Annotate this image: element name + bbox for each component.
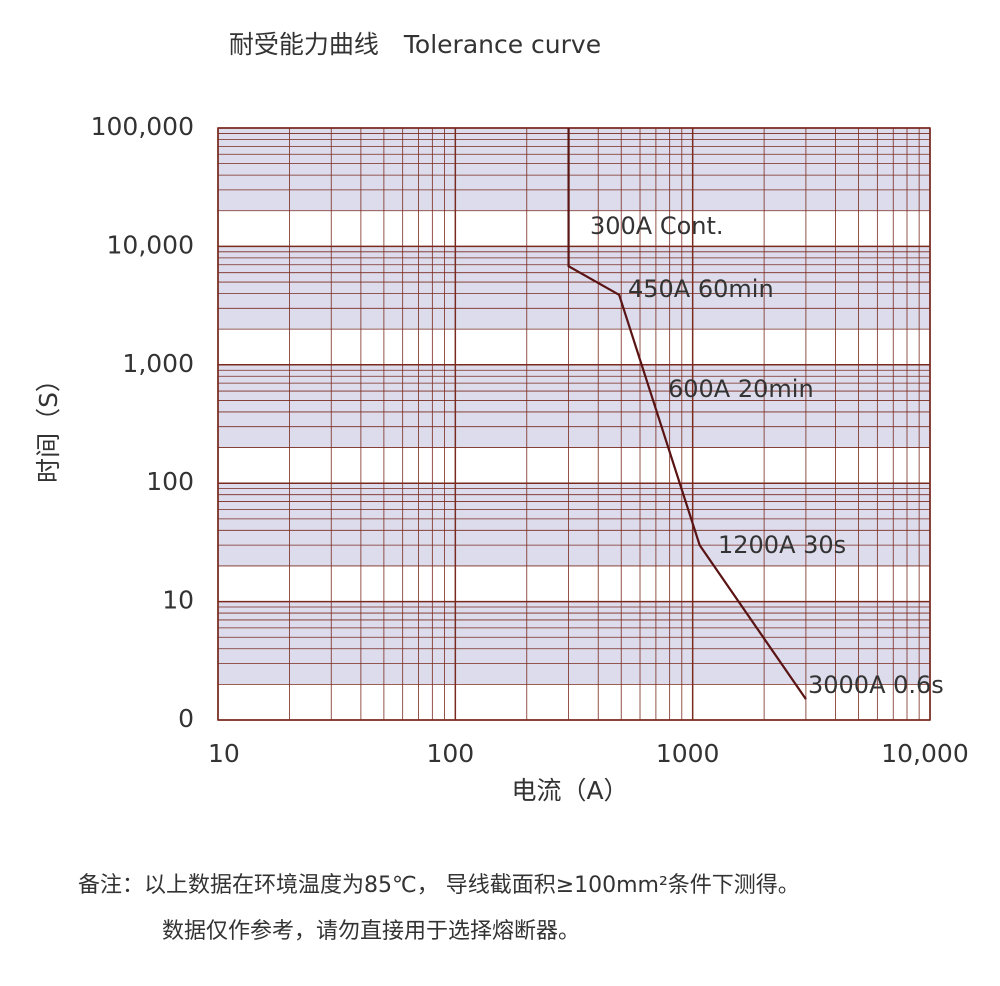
y-tick-label: 100: [146, 467, 194, 496]
band: [218, 364, 930, 448]
annotation: 1200A 30s: [718, 531, 846, 559]
band: [218, 601, 930, 685]
band: [218, 246, 930, 330]
plot-border: [217, 127, 931, 721]
band: [218, 483, 930, 566]
annotation: 600A 20min: [668, 375, 814, 403]
y-tick-label: 100,000: [91, 112, 194, 141]
y-tick-label: 1,000: [122, 349, 194, 378]
y-tick-label: 10: [162, 586, 194, 615]
annotation: 450A 60min: [628, 275, 774, 303]
x-axis-label: 电流（A）: [511, 776, 628, 805]
annotation: 3000A 0.6s: [808, 671, 944, 699]
x-tick-label: 10,000: [881, 739, 968, 768]
chart-title: 耐受能力曲线 Tolerance curve: [229, 30, 601, 59]
curve: [567, 128, 807, 700]
y-tick-label: 0: [178, 704, 194, 733]
annotation: 300A Cont.: [590, 212, 724, 240]
x-tick-label: 1000: [656, 739, 720, 768]
x-tick-label: 100: [426, 739, 474, 768]
plot-area: [217, 127, 931, 721]
note: 数据仅作参考，请勿直接用于选择熔断器。: [162, 919, 580, 944]
band: [218, 128, 930, 211]
y-tick-label: 10,000: [107, 230, 194, 259]
note: 备注：以上数据在环境温度为85℃， 导线截面积≥100mm²条件下测得。: [78, 873, 800, 898]
y-axis-label: 时间（S）: [34, 367, 63, 483]
x-tick-label: 10: [208, 739, 240, 768]
